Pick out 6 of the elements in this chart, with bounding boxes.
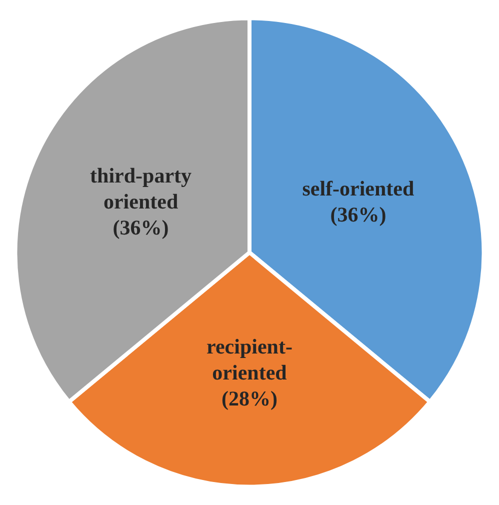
data-label: (36%) (112, 215, 169, 240)
slice-label: recipient-oriented (206, 334, 292, 385)
data-label: (36%) (330, 202, 386, 226)
data-label: (28%) (222, 386, 278, 411)
slice-label: self-oriented (302, 176, 414, 200)
slice-label: third-party oriented (90, 163, 192, 214)
